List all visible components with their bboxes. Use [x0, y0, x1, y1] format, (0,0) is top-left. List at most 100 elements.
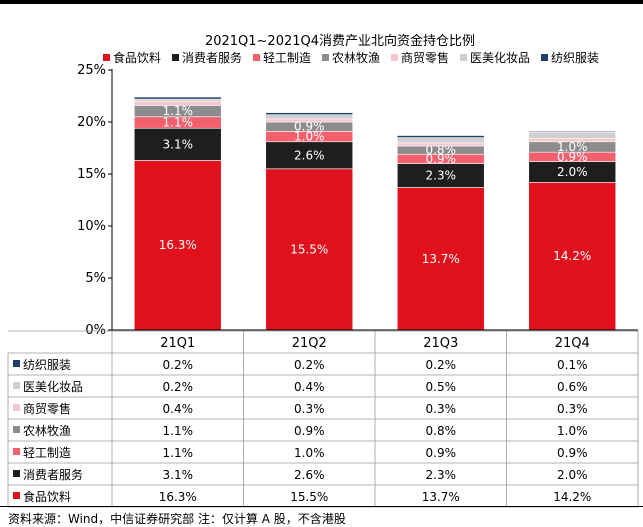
- table-row-swatch-消费者服务: [13, 470, 20, 477]
- table-cell-纺织服装-21Q3: 0.2%: [426, 358, 457, 372]
- bar-segment-21Q4-医美化妆品: [528, 132, 617, 139]
- bar-segment-21Q2-消费者服务: [265, 141, 354, 170]
- legend-swatch-7: [541, 54, 548, 61]
- table-cell-医美化妆品-21Q4: 0.6%: [557, 380, 588, 394]
- top-rule: [0, 0, 643, 4]
- data-label-21Q1-食品饮料: 16.3%: [159, 238, 197, 252]
- data-label-21Q4-消费者服务: 2.0%: [557, 165, 588, 179]
- legend-label-4: 农林牧渔: [332, 51, 380, 65]
- data-label-21Q4-食品饮料: 14.2%: [553, 249, 591, 263]
- legend-swatch-5: [391, 54, 398, 61]
- table-row-label-纺织服装: 纺织服装: [23, 358, 71, 372]
- legend-label-2: 消费者服务: [182, 50, 242, 65]
- bar-segment-21Q1-商贸零售: [133, 100, 222, 106]
- table-cell-农林牧渔-21Q4: 1.0%: [557, 424, 588, 438]
- data-label-21Q2-轻工制造: 1.0%: [294, 130, 325, 144]
- bar-segment-21Q2-纺织服装: [265, 112, 354, 116]
- table-cell-商贸零售-21Q2: 0.3%: [294, 402, 325, 416]
- table-cell-纺织服装-21Q2: 0.2%: [294, 358, 325, 372]
- table-cell-农林牧渔-21Q2: 0.9%: [294, 424, 325, 438]
- legend-swatch-2: [172, 54, 179, 61]
- table-cell-轻工制造-21Q3: 0.9%: [426, 446, 457, 460]
- y-tick-label: 5%: [85, 271, 106, 286]
- table-cell-农林牧渔-21Q3: 0.8%: [426, 424, 457, 438]
- table-row-swatch-医美化妆品: [13, 382, 20, 389]
- bottom-rule: [0, 506, 643, 507]
- table-cell-医美化妆品-21Q3: 0.5%: [426, 380, 457, 394]
- bar-segment-21Q1-医美化妆品: [133, 98, 222, 102]
- data-label-21Q1-农林牧渔: 1.1%: [163, 104, 194, 118]
- y-tick-label: 10%: [77, 219, 106, 234]
- legend-swatch-4: [322, 54, 329, 61]
- table-row-label-商贸零售: 商贸零售: [23, 401, 71, 416]
- table-cell-消费者服务-21Q4: 2.0%: [557, 468, 588, 482]
- table-cell-纺织服装-21Q4: 0.1%: [557, 358, 588, 372]
- table-cell-农林牧渔-21Q1: 1.1%: [163, 424, 194, 438]
- legend-label-1: 食品饮料: [113, 50, 161, 65]
- bar-segment-21Q3-医美化妆品: [396, 137, 485, 144]
- legend-label-7: 纺织服装: [551, 51, 599, 65]
- bar-segment-21Q3-商贸零售: [396, 142, 485, 147]
- data-label-21Q3-食品饮料: 13.7%: [422, 252, 460, 266]
- bar-segment-21Q3-食品饮料: [396, 187, 485, 331]
- table-row-swatch-食品饮料: [13, 492, 20, 499]
- chart-title: 2021Q1~2021Q4消费产业北向资金持仓比例: [205, 33, 475, 49]
- x-tick-label-21Q4: 21Q4: [555, 336, 590, 351]
- table-cell-消费者服务-21Q2: 2.6%: [294, 468, 325, 482]
- source-note: 资料来源：Wind，中信证券研究部 注：仅计算 A 股，不含港股: [8, 512, 346, 526]
- bar-segment-21Q3-纺织服装: [396, 135, 485, 138]
- table-cell-纺织服装-21Q1: 0.2%: [163, 358, 194, 372]
- legend-label-3: 轻工制造: [263, 51, 311, 65]
- bar-segment-21Q2-商贸零售: [265, 118, 354, 123]
- bar-segment-21Q2-食品饮料: [265, 168, 354, 331]
- legend-label-6: 医美化妆品: [470, 51, 530, 65]
- data-label-21Q1-消费者服务: 3.1%: [163, 137, 194, 151]
- table-row-label-轻工制造: 轻工制造: [23, 446, 71, 460]
- table-cell-食品饮料-21Q2: 15.5%: [290, 490, 328, 504]
- table-cell-轻工制造-21Q2: 1.0%: [294, 446, 325, 460]
- table-cell-食品饮料-21Q3: 13.7%: [422, 490, 460, 504]
- data-label-21Q3-轻工制造: 0.9%: [426, 152, 457, 166]
- table-cell-商贸零售-21Q4: 0.3%: [557, 402, 588, 416]
- data-label-21Q2-消费者服务: 2.6%: [294, 148, 325, 162]
- bar-segment-21Q2-医美化妆品: [265, 114, 354, 120]
- x-tick-label-21Q2: 21Q2: [292, 336, 327, 351]
- table-row-swatch-农林牧渔: [13, 426, 20, 433]
- y-tick-label: 15%: [77, 167, 106, 182]
- x-tick-label-21Q3: 21Q3: [423, 336, 458, 351]
- bar-segment-21Q4-纺织服装: [528, 131, 617, 133]
- table-row-swatch-轻工制造: [13, 448, 20, 455]
- y-tick-label: 0%: [85, 323, 106, 338]
- legend-swatch-3: [253, 54, 260, 61]
- y-tick-label: 20%: [77, 115, 106, 130]
- table-cell-商贸零售-21Q1: 0.4%: [163, 402, 194, 416]
- data-label-21Q4-农林牧渔: 1.0%: [557, 140, 588, 154]
- table-cell-医美化妆品-21Q1: 0.2%: [163, 380, 194, 394]
- bar-segment-21Q4-食品饮料: [528, 182, 617, 331]
- data-label-21Q2-食品饮料: 15.5%: [290, 242, 328, 256]
- legend-label-5: 商贸零售: [401, 50, 449, 65]
- table-cell-轻工制造-21Q4: 0.9%: [557, 446, 588, 460]
- x-tick-label-21Q1: 21Q1: [160, 336, 195, 351]
- table-cell-消费者服务-21Q1: 3.1%: [163, 468, 194, 482]
- legend-swatch-1: [103, 54, 110, 61]
- data-label-21Q4-轻工制造: 0.9%: [557, 150, 588, 164]
- data-label-21Q1-轻工制造: 1.1%: [163, 116, 194, 130]
- table-cell-消费者服务-21Q3: 2.3%: [426, 468, 457, 482]
- y-tick-label: 25%: [77, 63, 106, 78]
- table-cell-食品饮料-21Q1: 16.3%: [159, 490, 197, 504]
- table-row-swatch-商贸零售: [13, 404, 20, 411]
- bar-segment-21Q1-消费者服务: [133, 127, 222, 161]
- table-row-swatch-纺织服装: [13, 360, 20, 367]
- table-row-label-医美化妆品: 医美化妆品: [23, 380, 83, 394]
- data-label-21Q3-农林牧渔: 0.8%: [426, 143, 457, 157]
- table-row-label-食品饮料: 食品饮料: [23, 489, 71, 504]
- bar-segment-21Q4-商贸零售: [528, 138, 617, 143]
- legend-swatch-6: [460, 54, 467, 61]
- data-label-21Q2-农林牧渔: 0.9%: [294, 120, 325, 134]
- table-cell-轻工制造-21Q1: 1.1%: [163, 446, 194, 460]
- table-cell-食品饮料-21Q4: 14.2%: [553, 490, 591, 504]
- data-label-21Q3-消费者服务: 2.3%: [426, 169, 457, 183]
- table-row-label-消费者服务: 消费者服务: [23, 467, 83, 482]
